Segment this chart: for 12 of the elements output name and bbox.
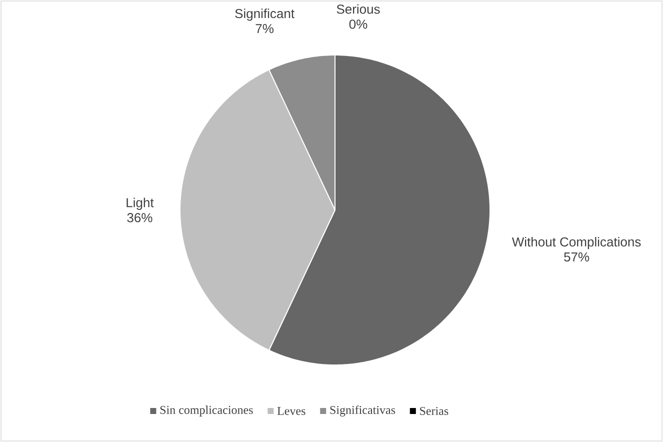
text: 0% [349, 20, 368, 29]
legend-label: Sin complicaciones [160, 406, 253, 416]
text: Significant [235, 8, 294, 21]
data-label: 7% [256, 24, 274, 34]
text: Without Complications [512, 236, 641, 250]
legend-label: Serias [420, 406, 448, 416]
data-label: 36% [127, 213, 152, 222]
legend-label: Significativas [330, 405, 396, 417]
legend-label: Leves [277, 407, 306, 415]
text: Light [126, 198, 154, 210]
data-label: 57% [564, 252, 590, 262]
text: Serious [336, 4, 380, 14]
